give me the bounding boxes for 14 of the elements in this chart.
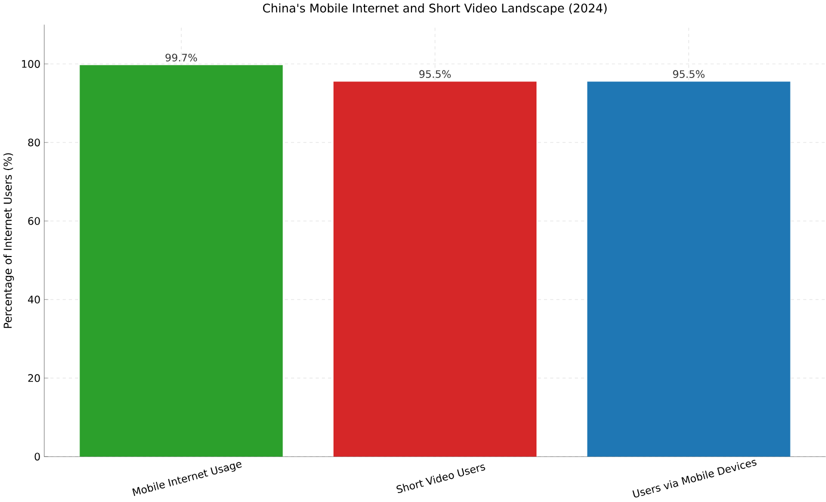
y-axis-title: Percentage of Internet Users (%): [3, 152, 14, 328]
y-tick-label: 60: [28, 216, 40, 225]
x-tick-label: Mobile Internet Usage: [132, 462, 242, 496]
y-tick-label: 0: [34, 452, 40, 460]
x-tick-label: Short Video Users: [396, 464, 486, 493]
y-tick-label: 20: [28, 374, 40, 382]
chart-title: China's Mobile Internet and Short Video Landscape (2024): [263, 3, 607, 15]
data-label: 95.5%: [419, 70, 451, 78]
data-label: 99.7%: [166, 53, 198, 62]
y-tick-label: 80: [28, 138, 40, 146]
y-tick-label: 100: [22, 60, 40, 68]
data-label: 95.5%: [673, 70, 705, 78]
x-tick-label: Users via Mobile Devices: [632, 460, 757, 498]
y-tick-label: 40: [28, 295, 40, 304]
